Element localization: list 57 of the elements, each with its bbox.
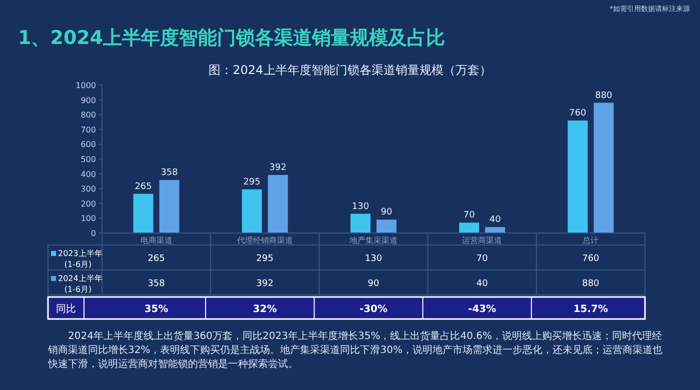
data-label: 295 [243,177,260,188]
bar [568,120,588,233]
y-tick-label: 900 [80,96,96,105]
bar [242,189,262,233]
data-label: 40 [489,215,502,226]
data-label: 880 [595,90,613,101]
bar [485,227,506,233]
bar [268,174,288,233]
legend-label: 2024上半年 (1-6月) [58,274,102,294]
text: 70 [476,254,488,264]
text: 295 [256,254,274,264]
bar [459,222,480,233]
x-tick-label: 总计 [582,236,599,245]
text: 2024年上半年度线上出货量360万套，同比2023年上半年度增长35%，线上出货量占比40.6%，说明线上购买增长迅速；同时代理经销商渠道同比增长32%，表明线下购买仍是主战场。地产集采渠道同比下滑30%，说明地产市场需求进一步恶化，还未见底；运营商渠道也快速下滑，说明运营商对智能锁的营销是一种探索尝试。 [48,330,664,372]
x-tick-label: 地产集采渠道 [348,236,398,245]
text: 90 [368,279,380,289]
bar [376,220,396,233]
data-label: 392 [269,162,286,173]
y-tick-label: 500 [80,155,96,164]
text: 同比 [56,303,76,315]
y-tick-label: 200 [80,199,96,208]
data-label: 760 [569,108,587,119]
legend-label: 2023上半年 (1-6月) [58,249,102,269]
text: 35% [144,304,168,315]
data-label: 130 [352,202,370,212]
y-tick-label: 800 [80,110,96,120]
data-label: 265 [134,182,152,192]
text: 130 [364,254,382,264]
text: 15.7% [573,304,608,315]
text: 265 [148,254,165,264]
bar [133,194,154,233]
x-tick-label: 电商渠道 [140,236,172,245]
x-tick-label: 代理经销商渠道 [236,236,293,245]
text: 32% [252,304,277,315]
y-tick-label: 400 [80,170,96,179]
y-tick-label: 0 [90,229,96,238]
bar [159,180,180,233]
y-tick-label: 300 [80,184,96,194]
data-label: 358 [160,168,178,178]
data-label: 90 [380,208,392,218]
chart-subtitle: 图：2024上半年度智能门锁各渠道销量规模（万套） [208,63,492,77]
text: -30% [359,304,388,315]
text: 392 [256,279,274,289]
y-tick-label: 600 [80,140,96,150]
data-label: 70 [463,210,476,221]
y-tick-label: 700 [80,125,96,134]
bar [350,214,370,233]
text: 760 [582,254,600,264]
text: 880 [582,279,600,289]
x-tick-label: 运营商渠道 [462,236,502,245]
chart-title: 1、2024上半年度智能门锁各渠道销量规模及占比 [18,27,446,49]
text: 40 [476,279,488,289]
bar [594,102,614,233]
text: 358 [148,279,166,289]
y-tick-label: 1000 [76,81,96,90]
y-tick-label: 100 [80,214,96,224]
text: -43% [468,304,496,315]
